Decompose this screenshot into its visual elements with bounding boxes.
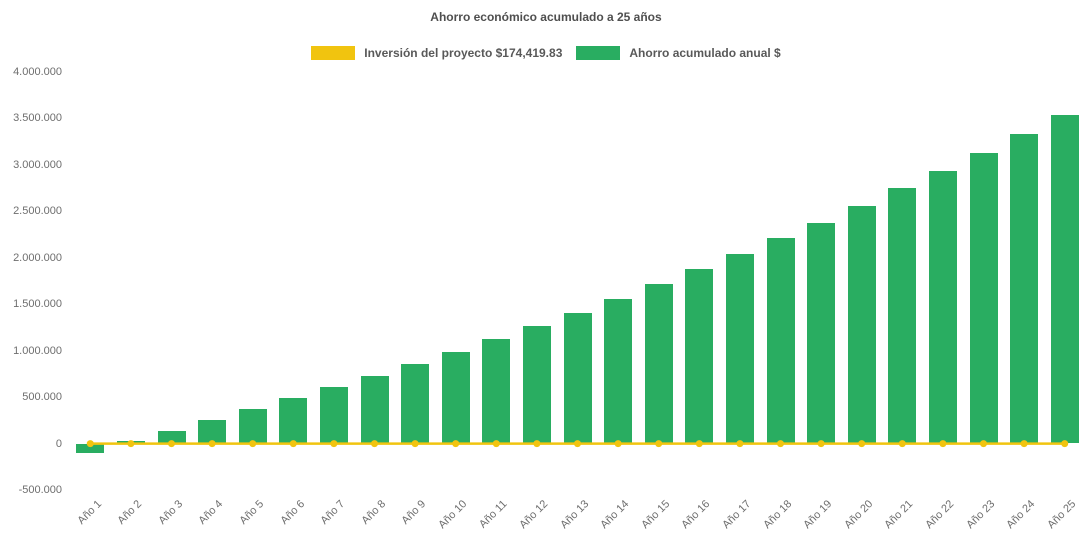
bar-ahorro-acumulado[interactable] — [928, 170, 957, 444]
investment-line-marker[interactable] — [817, 440, 825, 448]
x-axis-label: Año 19 — [801, 498, 835, 532]
investment-line-marker[interactable] — [411, 440, 419, 448]
chart-legend: Inversión del proyecto $174,419.83 Ahorro… — [0, 46, 1092, 60]
y-axis-tick-label: -500.000 — [18, 484, 62, 496]
investment-line-layer — [86, 440, 1069, 448]
bar-ahorro-acumulado[interactable] — [76, 443, 105, 453]
y-axis-tick-label: 1.500.000 — [13, 298, 62, 311]
investment-line-marker[interactable] — [898, 440, 906, 448]
bar-ahorro-acumulado[interactable] — [766, 238, 795, 444]
x-axis-label: Año 9 — [399, 498, 429, 527]
investment-line-marker[interactable] — [980, 440, 987, 448]
legend-label: Inversión del proyecto $174,419.83 — [364, 46, 563, 60]
x-axis-label: Año 20 — [842, 498, 876, 532]
legend-item[interactable]: Ahorro acumulado anual $ — [576, 46, 781, 60]
investment-line-marker[interactable] — [452, 440, 460, 448]
bar-ahorro-acumulado[interactable] — [685, 268, 714, 444]
investment-line-marker[interactable] — [614, 440, 622, 448]
bar-ahorro-acumulado[interactable] — [604, 298, 633, 444]
investment-line-marker[interactable] — [289, 440, 297, 448]
legend-swatch — [311, 46, 356, 60]
y-axis-tick-label: 4.000.000 — [13, 66, 62, 78]
y-axis-tick-label: 3.000.000 — [13, 158, 62, 171]
investment-line-marker[interactable] — [249, 440, 257, 448]
investment-line-marker[interactable] — [208, 440, 216, 448]
bar-ahorro-acumulado[interactable] — [644, 283, 673, 444]
bar-ahorro-acumulado[interactable] — [360, 375, 389, 444]
legend-label: Ahorro acumulado anual $ — [629, 46, 781, 60]
bar-ahorro-acumulado[interactable] — [482, 338, 511, 444]
x-axis-label: Año 5 — [237, 498, 267, 527]
y-axis-tick-label: 500.000 — [22, 391, 62, 404]
y-axis: 4.000.000 3.500.000 3.000.000 2.500.000 2.00… — [0, 66, 62, 496]
x-axis-label: Año 15 — [639, 498, 673, 532]
bar-ahorro-acumulado[interactable] — [563, 312, 592, 444]
x-axis-label: Año 8 — [359, 498, 388, 527]
x-axis-label: Año 11 — [477, 498, 510, 531]
investment-line-marker[interactable] — [655, 440, 663, 448]
bar-ahorro-acumulado[interactable] — [725, 254, 754, 444]
x-axis-label: Año 4 — [196, 498, 226, 527]
x-axis-label: Año 10 — [436, 498, 470, 532]
x-axis-label: Año 25 — [1045, 498, 1079, 532]
x-axis-label: Año 3 — [156, 498, 185, 527]
investment-line-marker[interactable] — [86, 440, 94, 448]
investment-line-marker[interactable] — [858, 440, 866, 448]
legend-item[interactable]: Inversión del proyecto $174,419.83 — [311, 46, 562, 60]
investment-line-marker[interactable] — [127, 440, 135, 448]
x-axis-label: Año 23 — [963, 498, 997, 532]
x-axis-label: Año 18 — [760, 498, 794, 532]
investment-line-marker[interactable] — [371, 440, 378, 448]
investment-line-marker[interactable] — [168, 440, 175, 448]
x-axis-label: Año 6 — [277, 498, 307, 527]
investment-line-marker[interactable] — [574, 440, 581, 448]
bar-ahorro-acumulado[interactable] — [441, 351, 470, 444]
investment-line-marker[interactable] — [533, 440, 541, 448]
investment-line-marker[interactable] — [330, 440, 338, 448]
bar-ahorro-acumulado[interactable] — [969, 152, 998, 444]
x-axis-label: Año 16 — [679, 498, 713, 532]
x-axis-label: Año 2 — [115, 498, 145, 527]
bar-ahorro-acumulado[interactable] — [157, 430, 186, 444]
x-axis-label: Año 21 — [882, 498, 916, 532]
y-axis-tick-label: 3.500.000 — [13, 112, 62, 125]
x-axis-label: Año 17 — [720, 498, 754, 532]
y-axis-tick-label: 1.000.000 — [13, 344, 62, 357]
bar-ahorro-acumulado[interactable] — [888, 188, 917, 444]
investment-line-marker[interactable] — [777, 440, 784, 448]
bar-ahorro-acumulado[interactable] — [807, 222, 836, 444]
bar-ahorro-acumulado[interactable] — [847, 205, 876, 444]
legend-swatch — [576, 46, 621, 60]
x-axis-label: Año 12 — [517, 498, 551, 532]
y-axis-tick-label: 0 — [55, 437, 62, 450]
bar-ahorro-acumulado[interactable] — [1010, 134, 1039, 444]
investment-line-marker[interactable] — [695, 440, 703, 448]
bar-ahorro-acumulado[interactable] — [522, 325, 551, 444]
x-axis-label: Año 7 — [318, 498, 348, 527]
bar-ahorro-acumulado[interactable] — [319, 386, 348, 444]
plot-area: Año 1 Año 2 Año 3 Año 4 Año 5 Año 6 Año 7 Año 8… — [70, 72, 1085, 531]
bar-ahorro-acumulado[interactable] — [198, 420, 227, 444]
investment-line-marker[interactable] — [1061, 440, 1069, 448]
x-axis-label: Año 24 — [1004, 498, 1038, 532]
bar-ahorro-acumulado[interactable] — [1050, 114, 1079, 444]
investment-line-marker[interactable] — [939, 440, 947, 448]
bar-ahorro-acumulado[interactable] — [401, 363, 430, 444]
y-axis-tick-label: 2.000.000 — [13, 251, 62, 264]
bar-ahorro-acumulado[interactable] — [238, 409, 267, 444]
investment-line-marker[interactable] — [1020, 440, 1028, 448]
investment-line-marker[interactable] — [492, 440, 500, 448]
x-axis-label: Año 22 — [923, 498, 957, 532]
investment-line-marker[interactable] — [736, 440, 744, 448]
bar-ahorro-acumulado[interactable] — [279, 398, 308, 444]
y-axis-tick-label: 2.500.000 — [13, 205, 62, 218]
x-axis-label: Año 13 — [557, 498, 591, 532]
x-axis-label: Año 1 — [74, 498, 104, 527]
x-axis-label: Año 14 — [598, 498, 632, 532]
chart-title: Ahorro económico acumulado a 25 años — [430, 10, 662, 24]
